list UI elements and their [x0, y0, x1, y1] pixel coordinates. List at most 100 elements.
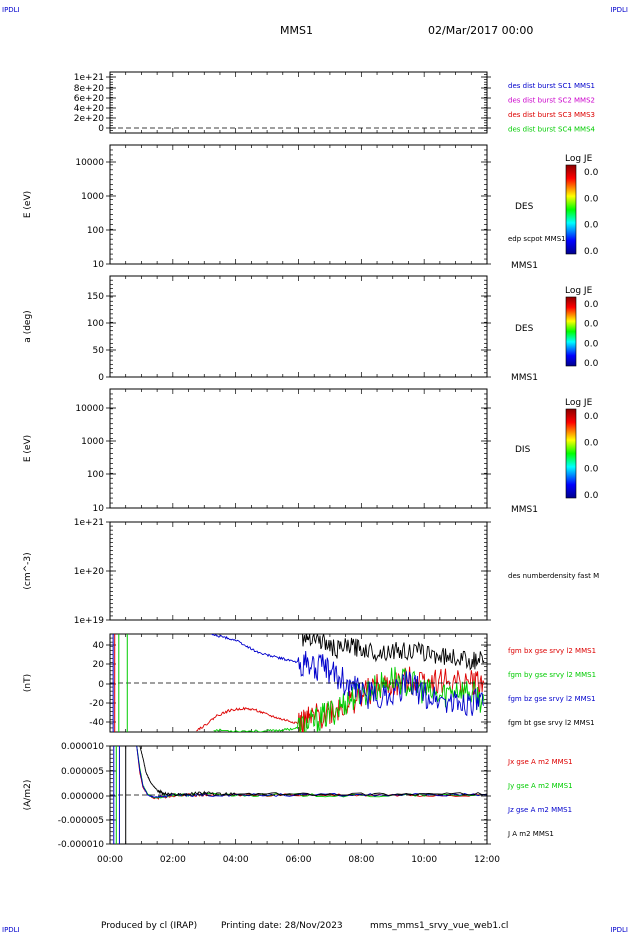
y-tick-label: 100	[87, 470, 104, 480]
y-axis-label: E (eV)	[23, 191, 33, 218]
corner-label-top-right: IPDLI	[610, 6, 628, 14]
colorbar-tick-label: 0.0	[584, 320, 599, 330]
y-axis-label: (nT)	[23, 674, 33, 692]
y-tick-label: 1e+21	[74, 73, 104, 83]
x-tick-label: 02:00	[160, 855, 186, 865]
y-tick-label: 1e+21	[74, 518, 104, 528]
colorbar-tick-label: 0.0	[584, 465, 599, 475]
x-tick-label: 10:00	[411, 855, 437, 865]
colorbar-title: Log JE	[565, 286, 593, 296]
series-group	[196, 634, 485, 732]
footer-printing-date: Printing date: 28/Nov/2023	[221, 921, 343, 931]
y-tick-label: 2e+20	[74, 114, 105, 124]
legend-entry: Jy gse A m2 MMS1	[507, 782, 573, 790]
y-tick-label: 0.000005	[61, 767, 104, 777]
y-tick-label: 10000	[75, 404, 104, 414]
y-tick-label: 10	[93, 260, 105, 270]
colorbar-tick-label: 0.0	[584, 221, 599, 231]
corner-label-bottom-right: IPDLI	[610, 926, 628, 934]
series-line	[213, 666, 485, 732]
colorbar-tick-label: 0.0	[584, 339, 599, 349]
colorbar-tick-label: 0.0	[584, 438, 599, 448]
colorbar-title: Log JE	[565, 398, 593, 408]
header-mission: MMS1	[280, 24, 313, 37]
y-tick-label: 10000	[75, 158, 104, 168]
y-tick-label: -40	[89, 718, 104, 728]
y-tick-label: -0.000005	[58, 816, 104, 826]
legend-entry: des dist burst SC1 MMS1	[508, 82, 595, 90]
y-tick-label: 0.000000	[61, 792, 104, 802]
legend-entry: des dist burst SC4 MMS4	[508, 126, 596, 134]
legend-entry: Jx gse A m2 MMS1	[507, 758, 573, 766]
colorbar-tick-label: 0.0	[584, 412, 599, 422]
y-tick-label: 1e+19	[74, 616, 105, 626]
footer-produced-by: Produced by cl (IRAP)	[101, 921, 197, 931]
y-axis-label: (cm^-3)	[23, 552, 33, 589]
overlay-label: edp scpot MMS1	[508, 235, 566, 243]
corner-label-top-left: IPDLI	[2, 6, 20, 14]
legend-entry: J A m2 MMS1	[507, 830, 554, 838]
legend-entry: fgm by gse srvy l2 MMS1	[508, 671, 596, 679]
colorbar-tick-label: 0.0	[584, 194, 599, 204]
y-tick-label: 4e+20	[74, 104, 105, 114]
colorbar-scale	[565, 408, 577, 499]
y-tick-label: -20	[89, 699, 104, 709]
legend-entry: fgm bz gse srvy l2 MMS1	[508, 695, 596, 703]
panel-des-pitch: 150 100 50 0 a (deg)	[23, 275, 491, 383]
y-tick-label: 0	[98, 680, 104, 690]
spacecraft-label: MMS1	[511, 373, 538, 383]
y-tick-label: 150	[87, 292, 104, 302]
corner-label-bottom-left: IPDLI	[2, 926, 20, 934]
panel-frame	[109, 71, 488, 134]
series-line	[136, 746, 487, 800]
colorbar-1: Log JE 0.0 0.0 0.0 0.0	[565, 154, 599, 257]
panel-dis-energy: 10000 1000 100 10 E (eV)	[23, 388, 491, 514]
panel-frame	[109, 388, 488, 509]
legend-entry: fgm bx gse srvy l2 MMS1	[508, 647, 596, 655]
series-line	[301, 634, 485, 671]
colorbar-tick-label: 0.0	[584, 247, 599, 257]
y-tick-label: 0.000010	[61, 742, 104, 752]
colorbar-scale	[565, 296, 577, 367]
header-datetime: 02/Mar/2017 00:00	[428, 24, 533, 37]
series-line	[136, 746, 487, 799]
x-tick-label: 04:00	[223, 855, 249, 865]
instrument-label: DIS	[515, 445, 531, 455]
series-group	[136, 746, 487, 800]
spacecraft-label: MMS1	[511, 261, 538, 271]
y-tick-label: 1000	[81, 437, 104, 447]
colorbar-tick-label: 0.0	[584, 491, 599, 501]
y-tick-label: 6e+20	[74, 94, 105, 104]
x-tick-label: 00:00	[97, 855, 123, 865]
legend-entry: Jz gse A m2 MMS1	[507, 806, 572, 814]
instrument-label: DES	[515, 324, 534, 334]
spacecraft-label: MMS1	[511, 505, 538, 515]
colorbar-title: Log JE	[565, 154, 593, 164]
panel-frame	[109, 521, 488, 621]
y-tick-label: 1e+20	[74, 567, 105, 577]
colorbar-2: Log JE 0.0 0.0 0.0 0.0	[565, 286, 599, 369]
y-tick-label: 10	[93, 504, 105, 514]
panel-frame	[109, 144, 488, 265]
y-tick-label: 100	[87, 319, 104, 329]
x-tick-label: 08:00	[348, 855, 374, 865]
series-line	[210, 634, 485, 717]
y-axis-label: E (eV)	[23, 435, 33, 462]
series-line	[136, 746, 487, 799]
colorbar-tick-label: 0.0	[584, 168, 599, 178]
colorbar-tick-label: 0.0	[584, 359, 599, 369]
y-tick-label: 20	[93, 660, 105, 670]
footer-script-name: mms_mms1_srvy_vue_web1.cl	[370, 921, 508, 931]
y-tick-label: 8e+20	[74, 84, 105, 94]
legend-entry: des numberdensity fast M	[508, 572, 599, 580]
y-tick-label: 40	[93, 641, 105, 651]
panel-frame	[109, 275, 488, 378]
legend-entry: des dist burst SC2 MMS2	[508, 97, 595, 105]
panels-group: 1e+218e+206e+204e+202e+20010000100010010…	[23, 71, 599, 865]
y-tick-label: 100	[87, 226, 104, 236]
panel-density: 1e+21 1e+20 1e+19 (cm^-3)	[23, 518, 491, 626]
x-tick-label: 06:00	[286, 855, 312, 865]
y-axis-label: a (deg)	[23, 310, 33, 342]
y-tick-label: 1000	[81, 192, 104, 202]
